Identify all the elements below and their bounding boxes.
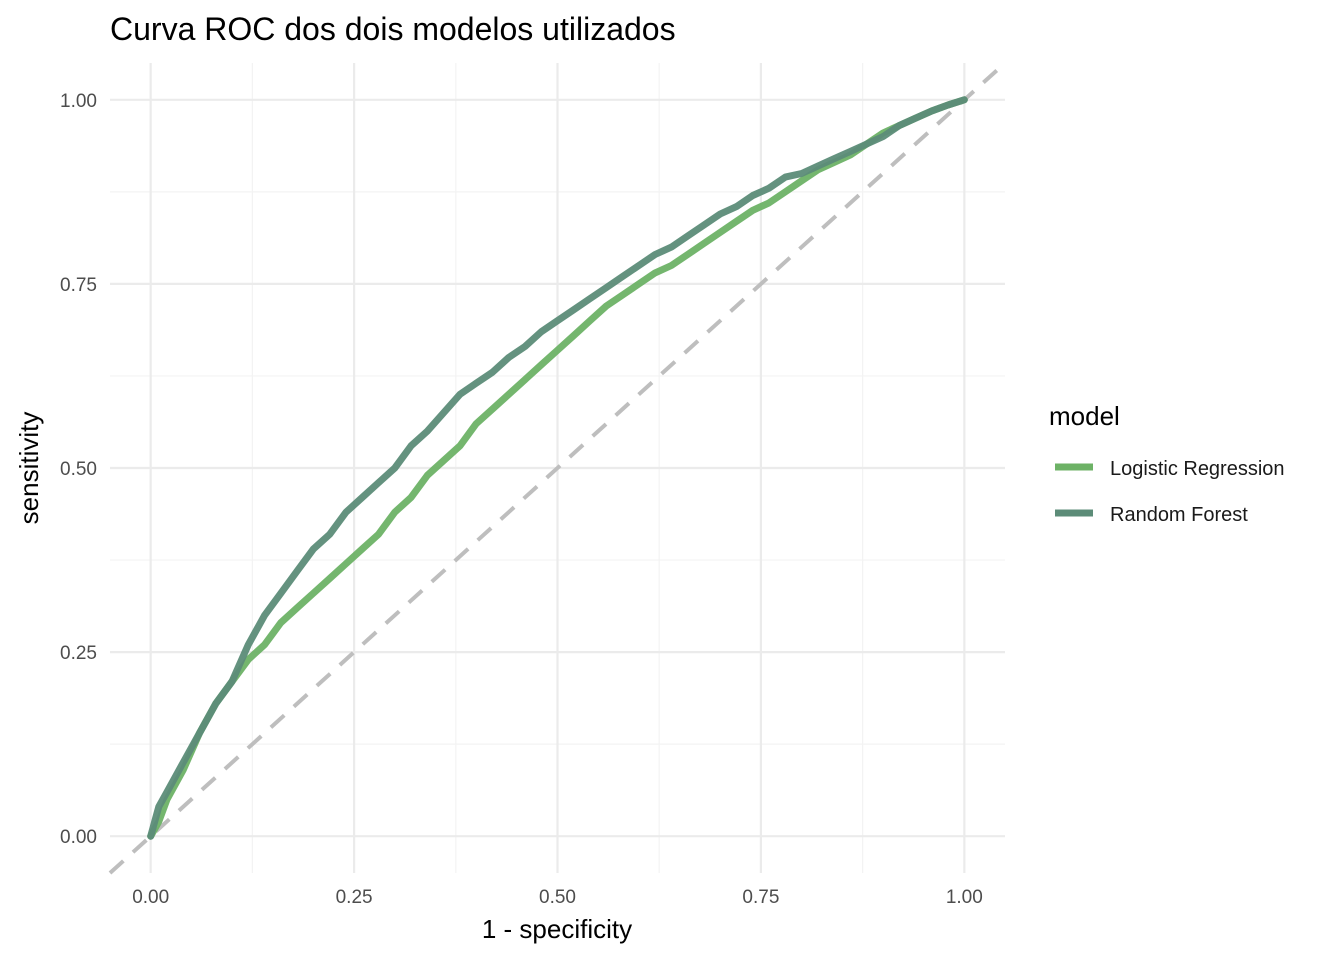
y-tick-label: 0.00 <box>60 827 97 848</box>
y-tick-label: 1.00 <box>60 91 97 112</box>
series-line-random-forest <box>147 96 968 840</box>
chart-title: Curva ROC dos dois modelos utilizados <box>110 11 676 47</box>
x-tick-label: 0.50 <box>539 887 576 908</box>
legend: model Logistic Regression Random Forest <box>1049 401 1285 526</box>
y-tick-label: 0.75 <box>60 275 97 296</box>
x-axis-title: 1 - specificity <box>482 914 632 944</box>
y-axis-title: sensitivity <box>14 412 44 525</box>
diagonal-reference-line <box>108 61 1007 875</box>
x-axis-ticks: 0.00 0.25 0.50 0.75 1.00 <box>132 887 983 908</box>
y-tick-label: 0.50 <box>60 459 97 480</box>
legend-label-random-forest: Random Forest <box>1110 504 1248 526</box>
x-tick-label: 0.75 <box>742 887 779 908</box>
legend-label-logistic-regression: Logistic Regression <box>1110 458 1285 480</box>
series-layer <box>147 96 968 840</box>
major-gridlines <box>110 63 1005 873</box>
legend-title: model <box>1049 401 1120 431</box>
x-tick-label: 1.00 <box>946 887 983 908</box>
y-tick-label: 0.25 <box>60 643 97 664</box>
y-axis-ticks: 0.00 0.25 0.50 0.75 1.00 <box>60 91 97 848</box>
x-tick-label: 0.25 <box>336 887 373 908</box>
x-tick-label: 0.00 <box>132 887 169 908</box>
